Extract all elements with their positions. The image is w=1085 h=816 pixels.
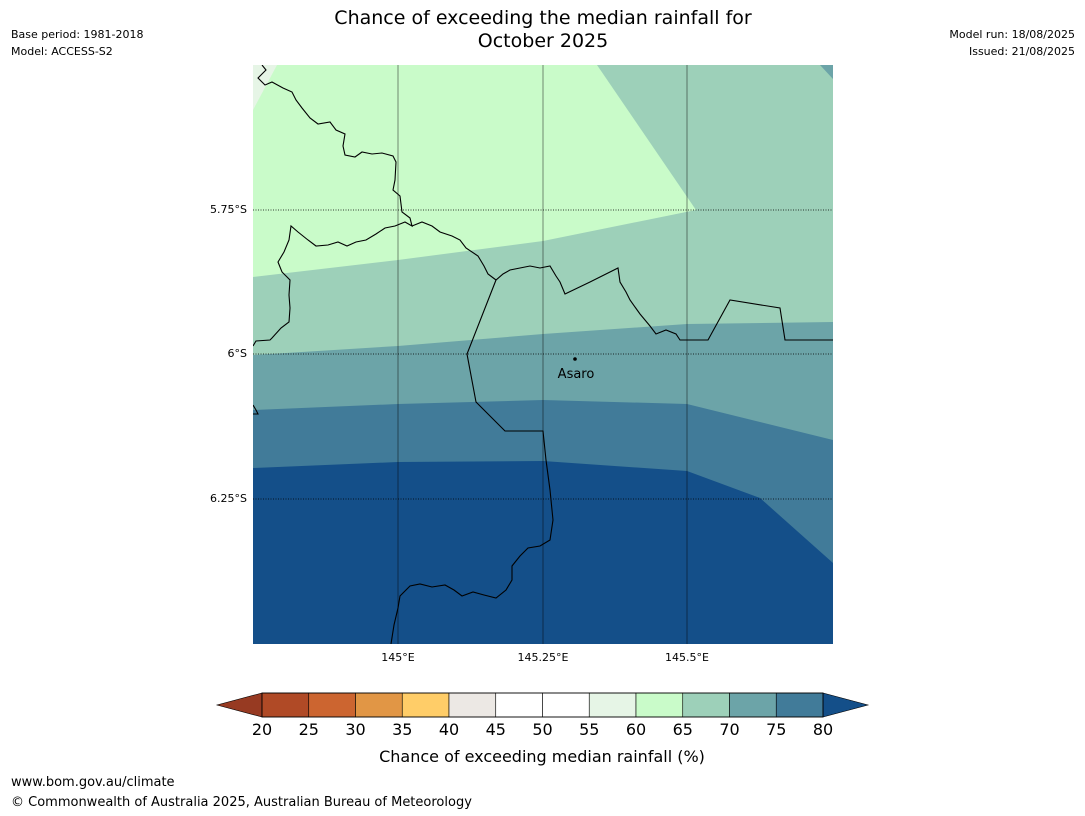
title-line-2: October 2025 xyxy=(477,30,609,52)
boundary-north-west xyxy=(253,65,413,347)
colorbar-tick-label: 25 xyxy=(299,720,319,739)
colorbar-under-arrow xyxy=(215,692,263,718)
meta-left: Base period: 1981-2018 Model: ACCESS-S2 xyxy=(11,26,143,60)
colorbar-segment xyxy=(355,692,403,718)
colorbar-outline xyxy=(261,692,824,718)
footer-url[interactable]: www.bom.gov.au/climate xyxy=(11,775,175,790)
title-line-1: Chance of exceeding the median rainfall … xyxy=(334,7,752,29)
asaro-label: Asaro xyxy=(558,367,595,382)
boundary-central xyxy=(411,221,833,341)
colorbar-tick-label: 35 xyxy=(392,720,412,739)
colorbar-segment xyxy=(729,692,777,718)
colorbar-tick-label: 55 xyxy=(579,720,599,739)
colorbar-segment xyxy=(775,692,824,718)
chart-title: Chance of exceeding the median rainfall … xyxy=(243,7,843,53)
band-70-75-wedge xyxy=(820,65,833,79)
colorbar-tick-label: 30 xyxy=(345,720,365,739)
colorbar-label: Chance of exceeding median rainfall (%) xyxy=(379,747,705,766)
province-boundaries xyxy=(253,65,833,644)
band-60-65 xyxy=(253,65,696,277)
map-panel: Asaro xyxy=(253,65,833,644)
base-period-text: Base period: 1981-2018 xyxy=(11,28,144,41)
lat-tick-label: 5.75°S xyxy=(210,203,247,216)
colorbar-segment xyxy=(401,692,450,718)
colorbar-tick-label: 20 xyxy=(252,720,272,739)
lat-tick-label: 6°S xyxy=(228,347,247,360)
boundary-west-edge xyxy=(253,404,259,415)
lat-tick-labels: 5.75°S 6°S 6.25°S xyxy=(210,203,247,505)
footer-copyright: © Commonwealth of Australia 2025, Austra… xyxy=(11,795,472,810)
asaro-marker xyxy=(573,357,577,361)
colorbar-tick-label: 45 xyxy=(486,720,506,739)
colorbar-tick-label: 65 xyxy=(673,720,693,739)
meridian-lines xyxy=(397,65,688,644)
lon-tick-label: 145°E xyxy=(381,651,414,664)
colorbar-segment xyxy=(261,692,310,718)
colorbar-over-arrow xyxy=(822,692,870,718)
colorbar-tick-labels: 20 25 30 35 40 45 50 55 60 65 70 75 80 xyxy=(252,720,833,739)
colorbar-segment xyxy=(495,692,543,718)
lon-tick-labels: 145°E 145.25°E 145.5°E xyxy=(381,651,709,664)
colorbar-segment xyxy=(682,692,730,718)
model-text: Model: ACCESS-S2 xyxy=(11,45,113,58)
meta-right: Model run: 18/08/2025 Issued: 21/08/2025 xyxy=(949,26,1075,60)
colorbar-segment xyxy=(635,692,684,718)
colorbar-segment xyxy=(588,692,637,718)
boundary-province-split xyxy=(390,279,554,644)
colorbar-segments xyxy=(261,692,824,718)
colorbar-segment xyxy=(448,692,497,718)
colorbar-segment xyxy=(542,692,590,718)
issued-text: Issued: 21/08/2025 xyxy=(968,45,1075,58)
colorbar-tick-label: 60 xyxy=(626,720,646,739)
colorbar-tick-label: 70 xyxy=(719,720,739,739)
lon-tick-label: 145.5°E xyxy=(665,651,709,664)
model-run-text: Model run: 18/08/2025 xyxy=(949,28,1075,41)
colorbar-tick-label: 75 xyxy=(766,720,786,739)
colorbar-tick-label: 50 xyxy=(532,720,552,739)
colorbar: 20 25 30 35 40 45 50 55 60 65 70 75 80 Chance of exc… xyxy=(215,692,870,766)
lon-tick-label: 145.25°E xyxy=(518,651,569,664)
lat-tick-label: 6.25°S xyxy=(210,492,247,505)
colorbar-tick-label: 80 xyxy=(813,720,833,739)
colorbar-tick-label: 40 xyxy=(439,720,459,739)
parallel-lines xyxy=(253,209,833,500)
colorbar-segment xyxy=(308,692,356,718)
